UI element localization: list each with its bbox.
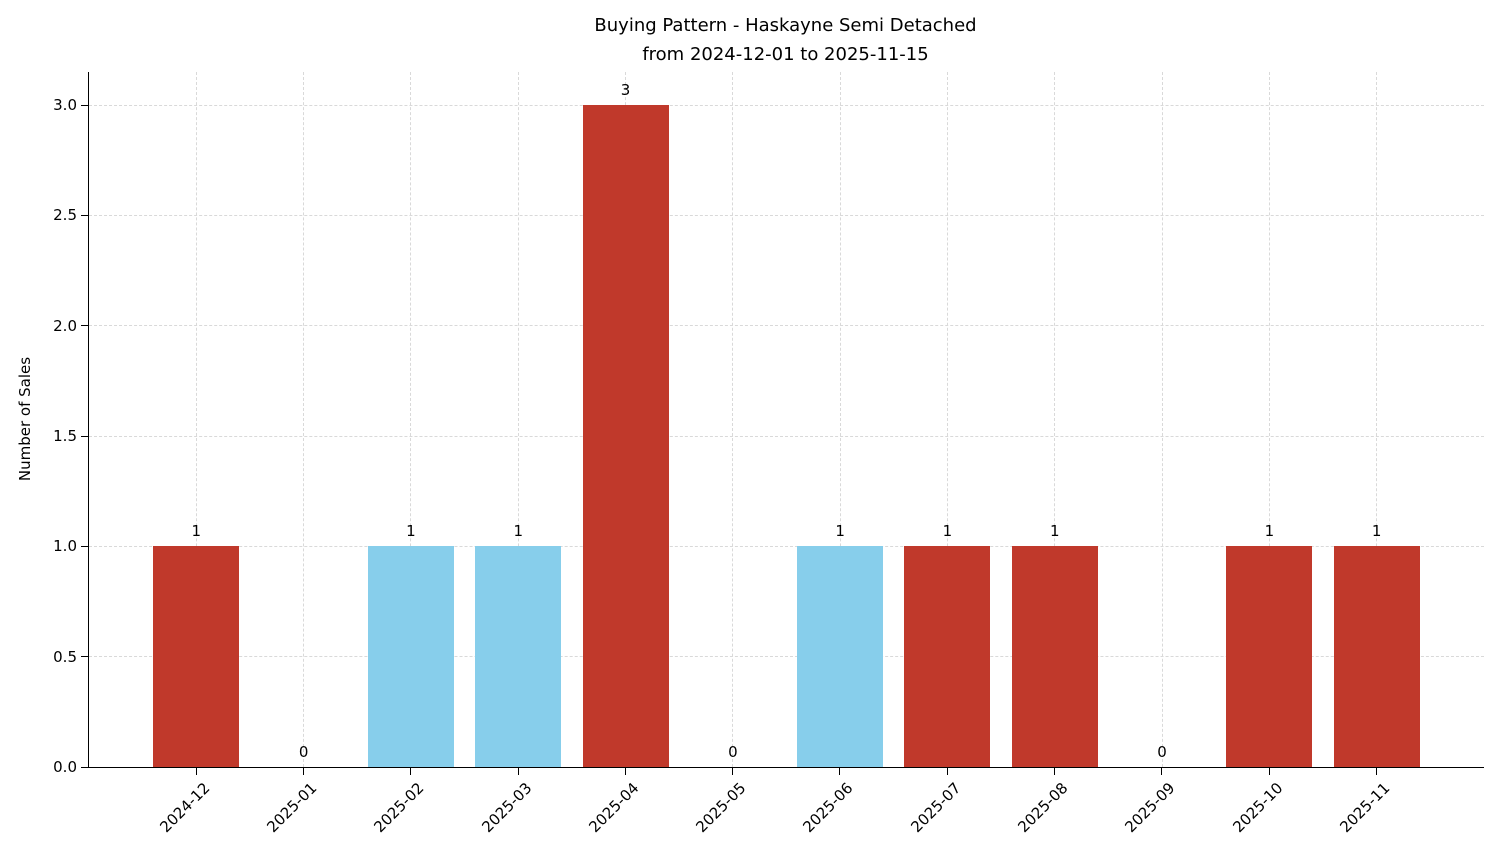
x-tick-mark: [1375, 768, 1377, 775]
y-tick-mark: [81, 215, 88, 217]
y-gridline: [89, 325, 1484, 327]
bar-2025-08: [1011, 546, 1098, 767]
x-tick-mark: [195, 768, 197, 775]
bar-value-label: 1: [1371, 522, 1382, 541]
x-tick-mark: [946, 768, 948, 775]
bar-value-label: 0: [298, 743, 309, 761]
bar-value-label: 0: [728, 743, 738, 761]
chart-title-line-2: from 2024-12-01 to 2025-11-15: [642, 44, 929, 65]
x-gridline: [410, 72, 412, 767]
y-gridline: [89, 545, 1484, 547]
x-tick-label: 2025-04: [585, 779, 643, 837]
bar-value-label: 1: [1264, 522, 1275, 541]
y-axis-label: Number of Sales: [16, 356, 34, 482]
y-tick-label: 2.0: [53, 316, 77, 335]
bar-2025-02: [367, 546, 454, 767]
y-tick-mark: [81, 325, 88, 327]
y-tick-mark: [81, 435, 88, 437]
x-tick-label: 2025-05: [692, 779, 750, 837]
x-tick-mark: [1268, 768, 1270, 775]
bar-value-label: 1: [513, 522, 523, 541]
x-tick-label: 2025-11: [1336, 779, 1394, 837]
x-tick-mark: [1054, 768, 1056, 775]
chart-title-line-1: Buying Pattern - Haskayne Semi Detached: [594, 15, 977, 36]
bar-2025-10: [1226, 546, 1313, 767]
y-tick-label: 1.5: [53, 427, 77, 446]
bar-value-label: 3: [620, 81, 631, 100]
x-gridline: [517, 72, 519, 767]
x-tick-mark: [732, 768, 734, 775]
bar-value-label: 1: [942, 522, 953, 541]
bar-value-label: 1: [1049, 522, 1060, 541]
x-tick-mark: [1161, 768, 1163, 775]
y-tick-mark: [81, 656, 88, 658]
y-tick-mark: [81, 766, 88, 768]
x-gridline: [1268, 72, 1270, 767]
y-gridline: [89, 656, 1484, 658]
x-gridline: [1161, 72, 1163, 767]
y-tick-label: 2.5: [53, 206, 77, 225]
y-gridline: [89, 104, 1484, 106]
bar-2025-04: [582, 105, 669, 767]
x-tick-label: 2025-09: [1121, 779, 1179, 837]
x-gridline: [1054, 72, 1056, 767]
y-tick-label: 0.5: [53, 647, 77, 666]
x-gridline: [1376, 72, 1378, 767]
x-tick-label: 2025-02: [370, 779, 428, 837]
x-tick-label: 2024-12: [155, 779, 214, 837]
y-tick-mark: [81, 104, 88, 106]
x-tick-mark: [839, 768, 841, 775]
y-tick-mark: [81, 546, 88, 548]
plot-area: 0.0 0.5 1.0 1.5 2.0 2.5 3.0 2024-12 2025-01 2025-…: [53, 72, 1484, 836]
y-gridline: [89, 214, 1484, 216]
bar-2025-07: [904, 546, 991, 767]
chart-title: Buying Pattern - Haskayne Semi Detached …: [88, 11, 1483, 69]
y-tick-label: 3.0: [53, 96, 77, 115]
x-tick-label: 2025-10: [1229, 779, 1287, 837]
bar-value-label: 1: [835, 522, 845, 541]
x-tick-label: 2025-06: [799, 779, 857, 837]
bar-value-label: 0: [1157, 743, 1167, 761]
x-gridline: [195, 72, 197, 767]
y-tick-label: 1.0: [53, 537, 77, 556]
x-gridline: [303, 72, 305, 767]
x-tick-mark: [624, 768, 626, 775]
x-gridline: [732, 72, 734, 767]
x-tick-label: 2025-08: [1014, 779, 1072, 837]
x-gridline: [946, 72, 948, 767]
bar-2025-06: [797, 546, 884, 767]
x-tick-mark: [517, 768, 519, 775]
bar-value-label: 1: [406, 522, 416, 541]
x-tick-label: 2025-03: [477, 779, 535, 837]
bar-2025-03: [475, 546, 562, 767]
y-gridline: [89, 435, 1484, 437]
x-tick-label: 2025-01: [263, 779, 321, 837]
x-tick-label: 2025-07: [907, 779, 965, 837]
x-tick-mark: [302, 768, 304, 775]
x-tick-mark: [410, 768, 412, 775]
bar-2025-11: [1333, 546, 1420, 767]
y-tick-label: 0.0: [53, 758, 77, 776]
bar-2024-12: [153, 546, 240, 767]
bar-value-label: 1: [191, 522, 202, 541]
x-gridline: [839, 72, 841, 767]
